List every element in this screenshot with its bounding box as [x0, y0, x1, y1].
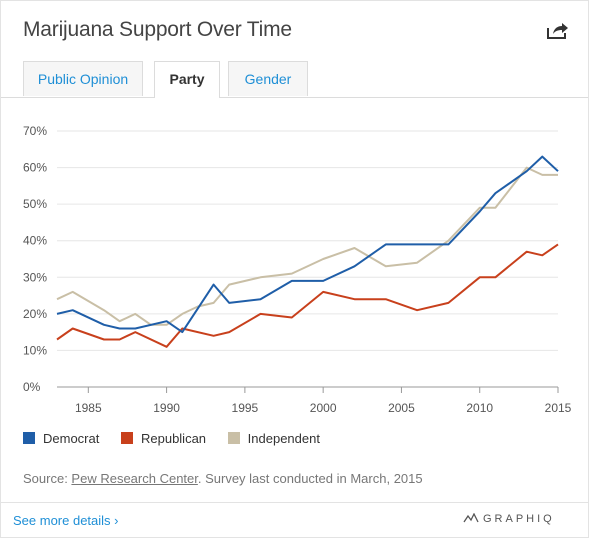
- y-tick-label: 70%: [23, 124, 47, 138]
- tab-bar: Public Opinion Party Gender: [1, 61, 588, 98]
- legend-label-democrat: Democrat: [43, 431, 100, 446]
- chart-legend: Democrat Republican Independent: [23, 431, 338, 446]
- source-prefix: Source:: [23, 471, 72, 486]
- legend-swatch-democrat: [23, 432, 35, 444]
- see-more-details-link[interactable]: See more details ›: [13, 513, 119, 528]
- y-tick-label: 50%: [23, 197, 47, 211]
- x-tick-label: 2005: [388, 401, 415, 415]
- line-chart: 0% 10% 20% 30% 40% 50% 60% 70% 1985 1990 1995 2000 2…: [23, 124, 572, 415]
- x-tick-label: 2000: [310, 401, 337, 415]
- source-link[interactable]: Pew Research Center: [71, 471, 198, 486]
- tab-party[interactable]: Party: [154, 61, 220, 98]
- series-line-republican[interactable]: [56, 243, 559, 348]
- y-tick-label: 40%: [23, 234, 47, 248]
- x-tick-label: 1995: [232, 401, 259, 415]
- x-tick-label: 1990: [153, 401, 180, 415]
- legend-item-republican[interactable]: Republican: [120, 431, 207, 446]
- source-note: Source: Pew Research Center. Survey last…: [23, 471, 423, 486]
- graphiq-mountain-icon: [463, 512, 479, 526]
- source-suffix: . Survey last conducted in March, 2015: [197, 471, 423, 486]
- graphiq-brand: GRAPHIQ: [463, 512, 555, 526]
- y-tick-label: 60%: [23, 161, 47, 175]
- legend-item-independent[interactable]: Independent: [227, 431, 320, 446]
- legend-swatch-independent: [227, 432, 240, 444]
- x-tick-label: 1985: [75, 401, 102, 415]
- graphiq-wordmark: GRAPHIQ: [483, 513, 555, 525]
- legend-label-republican: Republican: [140, 431, 207, 446]
- legend-swatch-republican: [120, 432, 133, 444]
- tab-public-opinion[interactable]: Public Opinion: [23, 61, 143, 96]
- legend-item-democrat[interactable]: Democrat: [23, 431, 99, 446]
- y-tick-label: 10%: [23, 343, 47, 357]
- share-arrow-icon[interactable]: [546, 20, 570, 40]
- y-tick-label: 30%: [23, 270, 47, 284]
- x-tick-label: 2010: [466, 401, 493, 415]
- tab-gender[interactable]: Gender: [228, 61, 308, 96]
- series-line-democrat[interactable]: [56, 155, 559, 334]
- x-tick-label: 2015: [545, 401, 572, 415]
- chart-title: Marijuana Support Over Time: [23, 18, 292, 41]
- series-line-independent[interactable]: [56, 166, 558, 326]
- y-tick-label: 20%: [23, 307, 47, 321]
- y-tick-label: 0%: [23, 380, 41, 394]
- card-footer: See more details › GRAPHIQ: [1, 502, 588, 538]
- legend-label-independent: Independent: [247, 431, 320, 446]
